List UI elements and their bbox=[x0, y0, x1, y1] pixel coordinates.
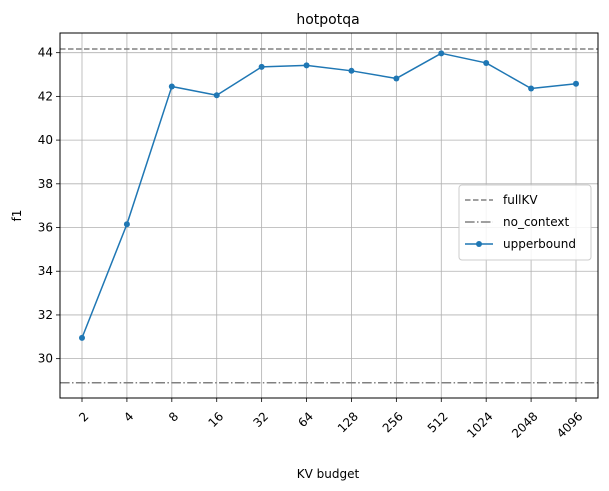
y-axis-label: f1 bbox=[10, 210, 24, 222]
data-point bbox=[438, 50, 445, 57]
data-point bbox=[213, 92, 220, 99]
data-point bbox=[348, 67, 355, 74]
y-tick-label: 34 bbox=[38, 264, 53, 278]
data-point bbox=[573, 80, 579, 87]
legend-label-no-context: no_context bbox=[503, 215, 569, 229]
legend-marker-upperbound bbox=[476, 241, 482, 247]
data-point bbox=[528, 85, 535, 92]
legend: fullKV no_context upperbound bbox=[458, 184, 592, 261]
legend-box bbox=[458, 184, 592, 261]
legend-label-fullkv: fullKV bbox=[503, 193, 538, 207]
y-axis-ticks: 30 32 34 36 38 40 42 44 bbox=[38, 46, 60, 366]
legend-label-upperbound: upperbound bbox=[503, 237, 576, 251]
series-line-upperbound bbox=[81, 52, 577, 339]
y-tick-label: 30 bbox=[38, 352, 53, 366]
data-point bbox=[393, 75, 400, 82]
data-point bbox=[258, 63, 265, 70]
data-point bbox=[303, 62, 310, 69]
data-point bbox=[483, 59, 490, 66]
y-tick-label: 38 bbox=[38, 177, 53, 191]
data-point bbox=[168, 83, 175, 90]
y-tick-label: 32 bbox=[38, 308, 53, 322]
y-tick-label: 36 bbox=[38, 221, 53, 235]
series bbox=[79, 50, 579, 341]
chart-title: hotpotqa bbox=[296, 12, 359, 28]
x-axis-label: KV budget bbox=[297, 467, 360, 481]
plot-frame bbox=[59, 32, 599, 399]
data-point bbox=[79, 334, 85, 341]
y-tick-label: 44 bbox=[38, 46, 53, 60]
data-point bbox=[123, 221, 130, 228]
reference-lines bbox=[60, 48, 598, 384]
y-tick-label: 40 bbox=[38, 133, 53, 147]
y-tick-label: 42 bbox=[38, 89, 53, 103]
